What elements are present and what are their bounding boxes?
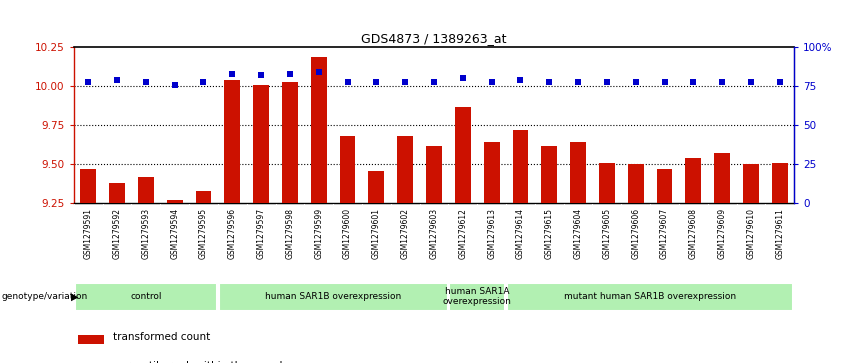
Bar — [570, 142, 586, 203]
Text: GSM1279613: GSM1279613 — [487, 208, 496, 259]
Title: GDS4873 / 1389263_at: GDS4873 / 1389263_at — [361, 32, 507, 45]
Bar — [109, 183, 125, 203]
Text: GSM1279592: GSM1279592 — [113, 208, 122, 259]
Bar — [542, 146, 557, 203]
Text: GSM1279608: GSM1279608 — [689, 208, 698, 259]
Point — [773, 79, 786, 85]
Point — [110, 77, 124, 83]
Bar — [686, 158, 701, 203]
Text: GSM1279612: GSM1279612 — [458, 208, 467, 259]
Point — [628, 79, 642, 85]
Point — [687, 79, 700, 85]
Text: GSM1279601: GSM1279601 — [372, 208, 381, 259]
Bar — [483, 142, 500, 203]
Text: GSM1279609: GSM1279609 — [718, 208, 727, 259]
Bar — [512, 130, 529, 203]
Text: GSM1279598: GSM1279598 — [286, 208, 294, 259]
Text: GSM1279605: GSM1279605 — [602, 208, 611, 259]
Bar — [80, 169, 96, 203]
Bar — [219, 282, 448, 311]
Point — [254, 72, 268, 78]
Bar — [195, 191, 212, 203]
Bar — [743, 164, 759, 203]
Text: GSM1279595: GSM1279595 — [199, 208, 208, 259]
Text: GSM1279607: GSM1279607 — [660, 208, 669, 259]
Text: GSM1279614: GSM1279614 — [516, 208, 525, 259]
Bar — [628, 164, 644, 203]
Bar — [426, 146, 442, 203]
Text: GSM1279597: GSM1279597 — [257, 208, 266, 259]
Text: human SAR1B overexpression: human SAR1B overexpression — [265, 292, 401, 301]
Text: GSM1279606: GSM1279606 — [631, 208, 641, 259]
Bar — [138, 177, 154, 203]
Text: GSM1279599: GSM1279599 — [314, 208, 323, 259]
Point — [744, 79, 758, 85]
Point — [542, 79, 556, 85]
Text: GSM1279596: GSM1279596 — [227, 208, 237, 259]
Point — [427, 79, 441, 85]
Point — [168, 82, 181, 87]
Text: GSM1279615: GSM1279615 — [545, 208, 554, 259]
Point — [484, 79, 498, 85]
Point — [340, 79, 354, 85]
Text: GSM1279610: GSM1279610 — [746, 208, 755, 259]
Bar — [507, 282, 793, 311]
Text: percentile rank within the sample: percentile rank within the sample — [113, 361, 289, 363]
Bar — [656, 169, 673, 203]
Point — [312, 69, 326, 75]
Text: ▶: ▶ — [71, 292, 79, 302]
Point — [600, 79, 614, 85]
Bar — [78, 335, 104, 344]
Bar — [311, 57, 326, 203]
Point — [82, 79, 95, 85]
Text: GSM1279603: GSM1279603 — [430, 208, 438, 259]
Text: GSM1279594: GSM1279594 — [170, 208, 179, 259]
Bar — [224, 80, 240, 203]
Point — [139, 79, 153, 85]
Point — [456, 76, 470, 81]
Point — [398, 79, 412, 85]
Bar — [599, 163, 615, 203]
Bar — [368, 171, 385, 203]
Point — [514, 77, 528, 83]
Point — [196, 79, 210, 85]
Text: GSM1279591: GSM1279591 — [83, 208, 93, 259]
Bar — [398, 136, 413, 203]
Bar — [450, 282, 505, 311]
Point — [283, 71, 297, 77]
Point — [571, 79, 585, 85]
Bar — [282, 82, 298, 203]
Bar — [253, 85, 269, 203]
Bar — [455, 106, 470, 203]
Text: mutant human SAR1B overexpression: mutant human SAR1B overexpression — [564, 292, 736, 301]
Text: GSM1279600: GSM1279600 — [343, 208, 352, 259]
Text: GSM1279611: GSM1279611 — [775, 208, 785, 259]
Text: transformed count: transformed count — [113, 332, 210, 342]
Bar — [75, 282, 217, 311]
Text: control: control — [130, 292, 161, 301]
Bar — [339, 136, 356, 203]
Bar — [167, 200, 182, 203]
Point — [370, 79, 384, 85]
Text: genotype/variation: genotype/variation — [2, 292, 88, 301]
Bar — [714, 153, 730, 203]
Text: human SAR1A
overexpression: human SAR1A overexpression — [443, 287, 511, 306]
Point — [658, 79, 672, 85]
Text: GSM1279604: GSM1279604 — [574, 208, 582, 259]
Bar — [772, 163, 788, 203]
Point — [715, 79, 729, 85]
Text: GSM1279602: GSM1279602 — [401, 208, 410, 259]
Text: GSM1279593: GSM1279593 — [141, 208, 150, 259]
Point — [226, 71, 240, 77]
